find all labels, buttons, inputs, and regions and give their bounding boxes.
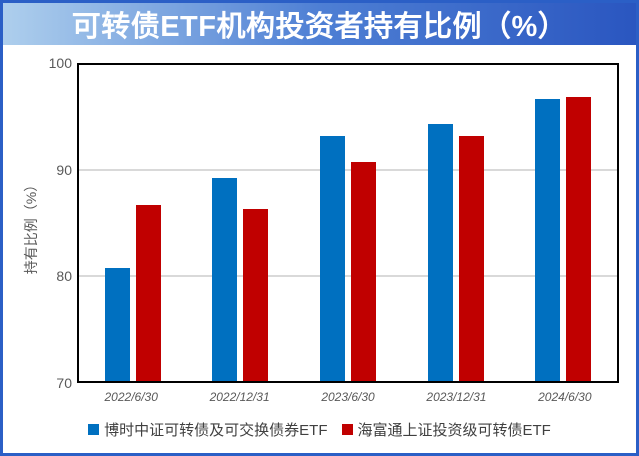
bar: [350, 161, 376, 381]
bar-group-2022/6/30: [79, 65, 187, 381]
bar-groups: [79, 65, 617, 381]
bar: [212, 177, 238, 381]
y-tick-label: 100: [48, 55, 72, 71]
y-tick-label: 70: [56, 375, 72, 391]
bar: [458, 135, 484, 381]
x-tick-label: 2023/12/31: [426, 390, 487, 404]
gridline: [79, 169, 617, 172]
bar-group-2024/6/30: [509, 65, 617, 381]
gridlines: [79, 65, 617, 381]
bar: [566, 96, 592, 381]
x-tick-label: 2022/6/30: [104, 390, 158, 404]
legend-item: 博时中证可转债及可交换债券ETF: [88, 419, 328, 440]
chart-title-bar: 可转债ETF机构投资者持有比例（%）: [3, 3, 636, 45]
legend-swatch-icon: [341, 424, 353, 435]
x-tick-label: 2022/12/31: [209, 390, 270, 404]
bar-group-2023/12/31: [402, 65, 510, 381]
bar-group-2022/12/31: [187, 65, 295, 381]
plot-area: [77, 63, 619, 383]
legend: 博时中证可转债及可交换债券ETF 海富通上证投资级可转债ETF: [3, 419, 636, 440]
bar: [104, 268, 130, 381]
legend-item: 海富通上证投资级可转债ETF: [341, 419, 551, 440]
gridline: [79, 274, 617, 277]
legend-swatch-icon: [88, 424, 100, 435]
chart-title: 可转债ETF机构投资者持有比例（%）: [71, 11, 568, 43]
x-axis-tick-labels: 2022/6/30 2022/12/31 2023/6/30 2023/12/31 20…: [77, 390, 619, 404]
bar: [319, 135, 345, 381]
bar: [427, 124, 453, 381]
bar: [243, 209, 269, 381]
y-tick-label: 80: [56, 268, 72, 285]
x-tick-label: 2023/6/30: [321, 390, 375, 404]
x-tick-label: 2024/6/30: [538, 390, 592, 404]
legend-label: 博时中证可转债及可交换债券ETF: [104, 422, 328, 439]
legend-label: 海富通上证投资级可转债ETF: [357, 422, 551, 439]
bar-group-2023/6/30: [294, 65, 402, 381]
bar: [535, 98, 561, 381]
y-tick-label: 90: [56, 161, 72, 178]
bar: [135, 205, 161, 381]
